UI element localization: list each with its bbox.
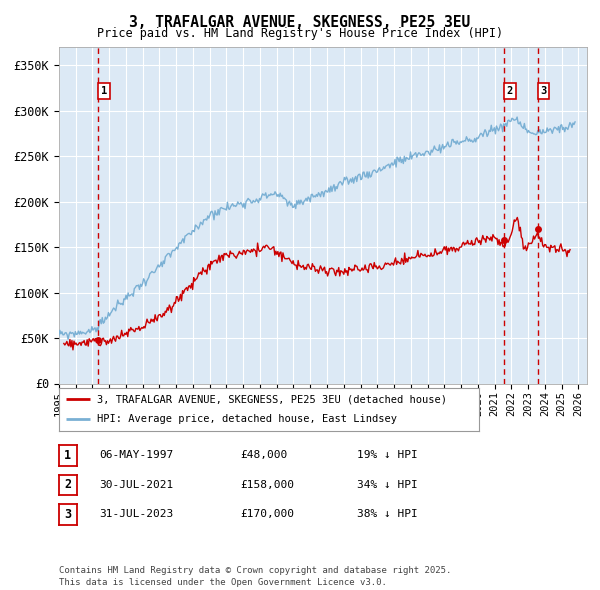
Text: Price paid vs. HM Land Registry's House Price Index (HPI): Price paid vs. HM Land Registry's House …: [97, 27, 503, 40]
Text: 31-JUL-2023: 31-JUL-2023: [99, 510, 173, 519]
Text: 1: 1: [101, 86, 107, 96]
Text: £158,000: £158,000: [240, 480, 294, 490]
Text: 2: 2: [507, 86, 513, 96]
Text: 30-JUL-2021: 30-JUL-2021: [99, 480, 173, 490]
Text: 2: 2: [64, 478, 71, 491]
Text: 3: 3: [541, 86, 547, 96]
Text: HPI: Average price, detached house, East Lindsey: HPI: Average price, detached house, East…: [97, 414, 397, 424]
Text: £48,000: £48,000: [240, 451, 287, 460]
Text: 38% ↓ HPI: 38% ↓ HPI: [357, 510, 418, 519]
Text: 3: 3: [64, 508, 71, 521]
Text: 3, TRAFALGAR AVENUE, SKEGNESS, PE25 3EU: 3, TRAFALGAR AVENUE, SKEGNESS, PE25 3EU: [130, 15, 470, 30]
Text: 34% ↓ HPI: 34% ↓ HPI: [357, 480, 418, 490]
Text: 06-MAY-1997: 06-MAY-1997: [99, 451, 173, 460]
Text: 1: 1: [64, 449, 71, 462]
Text: Contains HM Land Registry data © Crown copyright and database right 2025.
This d: Contains HM Land Registry data © Crown c…: [59, 566, 451, 587]
Text: 3, TRAFALGAR AVENUE, SKEGNESS, PE25 3EU (detached house): 3, TRAFALGAR AVENUE, SKEGNESS, PE25 3EU …: [97, 394, 446, 404]
Text: 19% ↓ HPI: 19% ↓ HPI: [357, 451, 418, 460]
Text: £170,000: £170,000: [240, 510, 294, 519]
